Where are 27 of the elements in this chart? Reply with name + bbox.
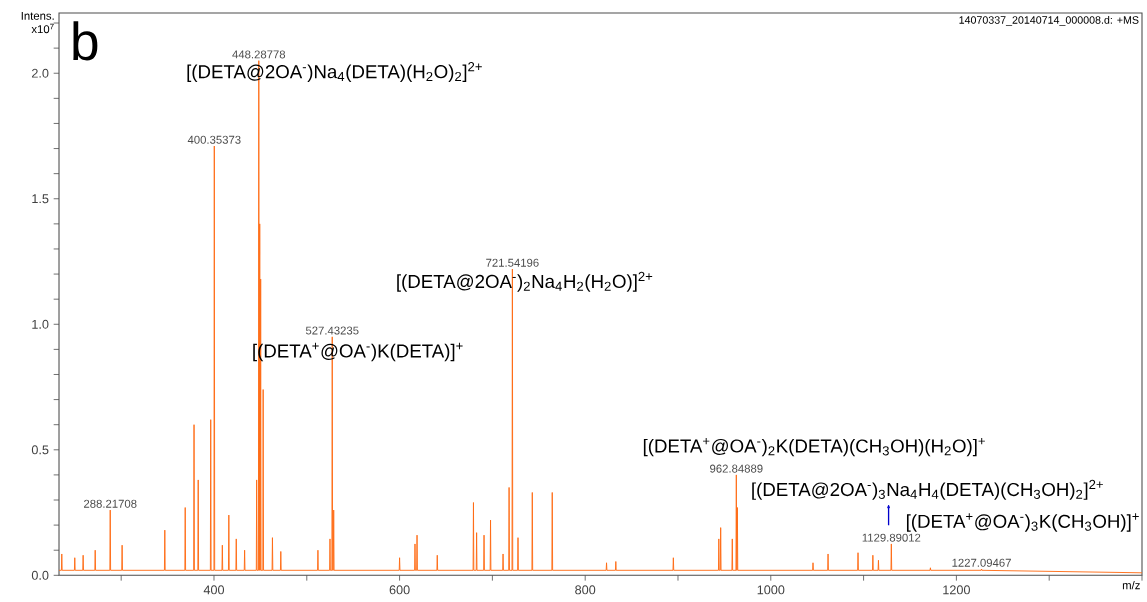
y-tick-label: 1.5 <box>32 194 49 204</box>
annotation: 721.54196 <box>486 258 539 267</box>
annotation: 962.84889 <box>710 464 763 473</box>
annotation: 1129.89012 <box>862 533 921 542</box>
line-series <box>58 60 1143 574</box>
annotation: 288.21708 <box>84 499 137 508</box>
text: [(DETA@2OA$^{-}$)$_{3}$Na$_{4}$H$_{4}$(DETA)(CH$_{3}$OH)$_{2}$]$^{2+}$ <box>752 479 1103 500</box>
x-tick-label: 1200 <box>943 585 970 595</box>
annotation: 1227.09467 <box>952 558 1011 567</box>
y-axis-title: Intens. x10$^{7}$ <box>21 11 54 34</box>
text: [(DETA$^{+}$@OA$^{-}$)$_{2}$K(DETA)(CH$_{3}$OH)(H$_{2}$O)]$^{+}$ <box>643 437 985 457</box>
x-axis-title: m/z <box>1122 580 1140 590</box>
x-tick-label: 800 <box>575 585 596 595</box>
text: [(DETA@2OA$^{-}$)$_{2}$Na$_{4}$H$_{2}$(H$_{2}$O)]$^{2+}$ <box>397 271 653 292</box>
y-tick-label: 1.0 <box>32 319 49 329</box>
text: [(DETA$^{+}$@OA$^{-}$)$_{3}$K(CH$_{3}$OH)]$^{+}$ <box>906 513 1139 532</box>
y-tick-label: 0.0 <box>31 570 49 580</box>
chart-title: b <box>73 21 98 61</box>
annotation: 527.43235 <box>305 326 359 335</box>
annotation: 14070337_20140714_000008.d: +MS <box>959 15 1139 26</box>
x-tick-label: 600 <box>389 585 410 595</box>
annotation: 400.35373 <box>187 135 241 144</box>
x-tick-label: 1000 <box>757 585 785 595</box>
x-tick-label: 400 <box>203 585 225 595</box>
y-tick-label: 2.0 <box>31 68 49 78</box>
y-tick-label: 0.5 <box>31 445 49 455</box>
annotation: 448.28778 <box>232 50 286 59</box>
